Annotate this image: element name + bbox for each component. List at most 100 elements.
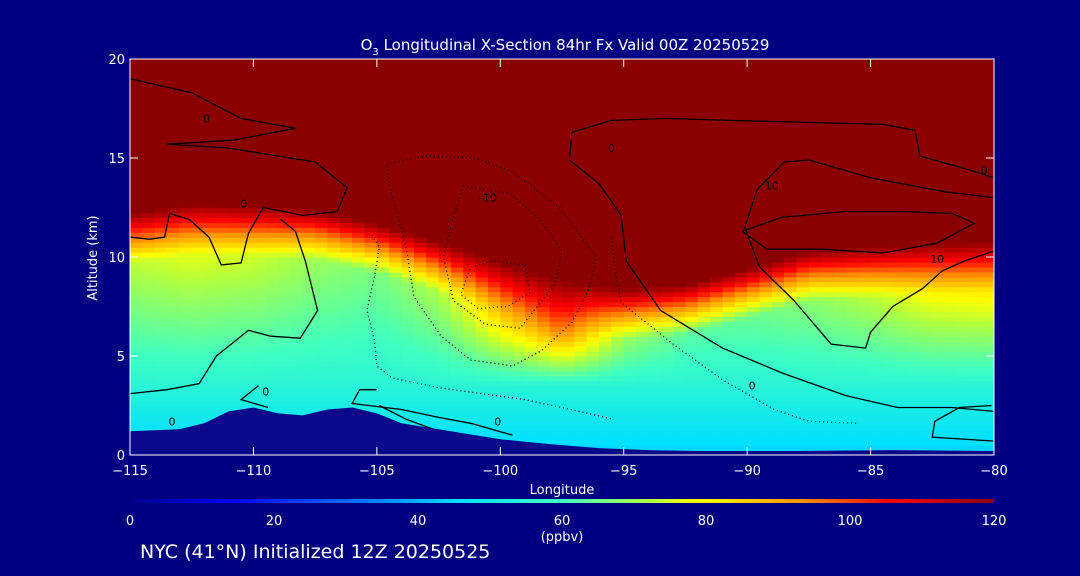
field-cell bbox=[315, 257, 329, 263]
field-cell bbox=[130, 148, 143, 154]
field-cell bbox=[562, 83, 575, 90]
field-cell bbox=[870, 167, 884, 174]
field-cell bbox=[389, 177, 403, 184]
field-cell bbox=[562, 197, 575, 204]
field-cell bbox=[599, 113, 612, 119]
field-cell bbox=[710, 370, 724, 377]
field-cell bbox=[475, 63, 489, 70]
field-cell bbox=[191, 138, 205, 144]
field-cell bbox=[524, 261, 538, 268]
field-cell bbox=[870, 296, 884, 303]
field-cell bbox=[858, 326, 872, 332]
field-cell bbox=[685, 351, 699, 357]
field-cell bbox=[710, 336, 724, 342]
field-cell bbox=[167, 301, 180, 308]
field-cell bbox=[562, 286, 575, 293]
field-cell bbox=[648, 291, 662, 298]
field-cell bbox=[512, 222, 526, 228]
field-cell bbox=[784, 158, 798, 164]
field-cell bbox=[339, 118, 353, 124]
field-cell bbox=[710, 415, 724, 421]
field-cell bbox=[438, 316, 452, 322]
field-cell bbox=[413, 212, 427, 218]
field-cell bbox=[376, 356, 390, 362]
field-cell bbox=[253, 271, 267, 278]
field-cell bbox=[302, 242, 316, 248]
field-cell bbox=[376, 172, 390, 179]
field-cell bbox=[660, 341, 674, 347]
field-cell bbox=[673, 133, 687, 139]
field-cell bbox=[710, 257, 724, 263]
field-cell bbox=[549, 212, 563, 218]
field-cell bbox=[426, 331, 440, 337]
field-cell bbox=[623, 331, 637, 337]
field-cell bbox=[710, 222, 724, 228]
field-cell bbox=[759, 78, 773, 85]
field-cell bbox=[722, 172, 736, 179]
field-cell bbox=[710, 197, 724, 204]
field-cell bbox=[290, 88, 304, 95]
field-cell bbox=[290, 321, 304, 327]
field-cell bbox=[426, 261, 440, 268]
field-cell bbox=[204, 197, 217, 204]
field-cell bbox=[784, 375, 798, 382]
field-cell bbox=[722, 321, 736, 327]
field-cell bbox=[821, 281, 835, 288]
field-cell bbox=[401, 346, 415, 352]
field-cell bbox=[475, 415, 489, 421]
field-cell bbox=[882, 182, 896, 189]
field-cell bbox=[389, 133, 403, 139]
field-cell bbox=[191, 123, 205, 129]
field-cell bbox=[759, 252, 773, 258]
field-cell bbox=[808, 321, 822, 327]
field-cell bbox=[364, 148, 378, 154]
field-cell bbox=[228, 83, 242, 90]
field-cell bbox=[339, 257, 353, 263]
field-cell bbox=[845, 103, 859, 110]
field-cell bbox=[376, 346, 390, 352]
field-cell bbox=[821, 316, 835, 322]
field-cell bbox=[636, 123, 649, 129]
field-cell bbox=[845, 266, 859, 273]
field-cell bbox=[191, 88, 205, 95]
field-cell bbox=[833, 192, 847, 199]
field-cell bbox=[549, 425, 563, 431]
field-cell bbox=[475, 252, 489, 258]
field-cell bbox=[821, 415, 835, 421]
field-cell bbox=[722, 59, 736, 65]
field-cell bbox=[241, 108, 255, 115]
field-cell bbox=[574, 143, 588, 149]
field-cell bbox=[734, 296, 748, 303]
field-cell bbox=[574, 440, 588, 446]
field-cell bbox=[808, 271, 822, 278]
field-cell bbox=[537, 281, 551, 288]
field-cell bbox=[438, 291, 452, 298]
field-cell bbox=[697, 153, 711, 159]
field-cell bbox=[710, 296, 724, 303]
field-cell bbox=[389, 380, 403, 387]
field-cell bbox=[216, 237, 230, 243]
field-cell bbox=[882, 346, 896, 352]
field-cell bbox=[253, 227, 267, 233]
field-cell bbox=[463, 138, 477, 144]
field-cell bbox=[673, 123, 687, 129]
field-cell bbox=[524, 217, 538, 223]
field-cell bbox=[241, 356, 255, 362]
field-cell bbox=[784, 128, 798, 134]
field-cell bbox=[710, 138, 724, 144]
field-cell bbox=[179, 128, 193, 134]
field-cell bbox=[487, 227, 501, 233]
field-cell bbox=[537, 63, 551, 70]
field-cell bbox=[722, 341, 736, 347]
field-cell bbox=[808, 301, 822, 308]
field-cell bbox=[401, 420, 415, 426]
field-cell bbox=[833, 301, 847, 308]
field-cell bbox=[722, 192, 736, 199]
field-cell bbox=[771, 326, 785, 332]
field-cell bbox=[808, 98, 822, 105]
field-cell bbox=[537, 212, 551, 218]
field-cell bbox=[660, 321, 674, 327]
field-cell bbox=[512, 73, 526, 80]
field-cell bbox=[154, 281, 168, 288]
field-cell bbox=[500, 182, 514, 189]
